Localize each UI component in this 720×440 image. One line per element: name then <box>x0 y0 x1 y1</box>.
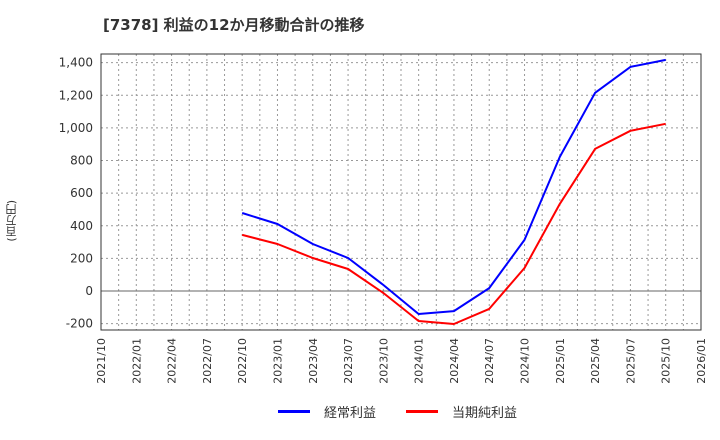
legend-label: 経常利益 <box>324 406 377 421</box>
svg-text:1,200: 1,200 <box>59 88 93 102</box>
svg-text:2023/07: 2023/07 <box>342 338 355 384</box>
legend-swatch-blue <box>278 410 310 413</box>
svg-text:2025/04: 2025/04 <box>589 338 602 384</box>
legend-item-ordinary-profit: 経常利益 <box>278 402 376 421</box>
svg-text:2022/01: 2022/01 <box>130 338 143 384</box>
svg-text:2023/01: 2023/01 <box>271 338 284 384</box>
svg-text:1,400: 1,400 <box>59 56 93 70</box>
svg-text:2022/07: 2022/07 <box>201 338 214 384</box>
svg-text:2025/10: 2025/10 <box>660 338 673 384</box>
legend-label: 当期純利益 <box>452 406 518 421</box>
svg-text:1,000: 1,000 <box>59 121 93 135</box>
svg-text:2026/01: 2026/01 <box>695 338 708 384</box>
svg-text:0: 0 <box>85 284 93 298</box>
svg-text:2024/01: 2024/01 <box>413 338 426 384</box>
svg-text:2024/04: 2024/04 <box>448 338 461 384</box>
svg-text:2024/10: 2024/10 <box>519 338 532 384</box>
svg-text:2025/01: 2025/01 <box>554 338 567 384</box>
svg-text:-200: -200 <box>66 317 93 331</box>
svg-text:600: 600 <box>70 186 93 200</box>
svg-text:2023/04: 2023/04 <box>307 338 320 384</box>
svg-text:2022/04: 2022/04 <box>166 338 179 384</box>
svg-text:2024/07: 2024/07 <box>483 338 496 384</box>
legend: 経常利益 当期純利益 <box>278 402 547 421</box>
svg-text:400: 400 <box>70 219 93 233</box>
svg-text:200: 200 <box>70 251 93 265</box>
svg-text:800: 800 <box>70 154 93 168</box>
svg-text:2023/10: 2023/10 <box>377 338 390 384</box>
legend-item-net-profit: 当期純利益 <box>406 402 517 421</box>
legend-swatch-red <box>406 410 439 413</box>
svg-text:2025/07: 2025/07 <box>624 338 637 384</box>
svg-text:2022/10: 2022/10 <box>236 338 249 384</box>
chart-title: [7378] 利益の12か月移動合計の推移 <box>103 16 365 34</box>
svg-text:2021/10: 2021/10 <box>95 338 108 384</box>
